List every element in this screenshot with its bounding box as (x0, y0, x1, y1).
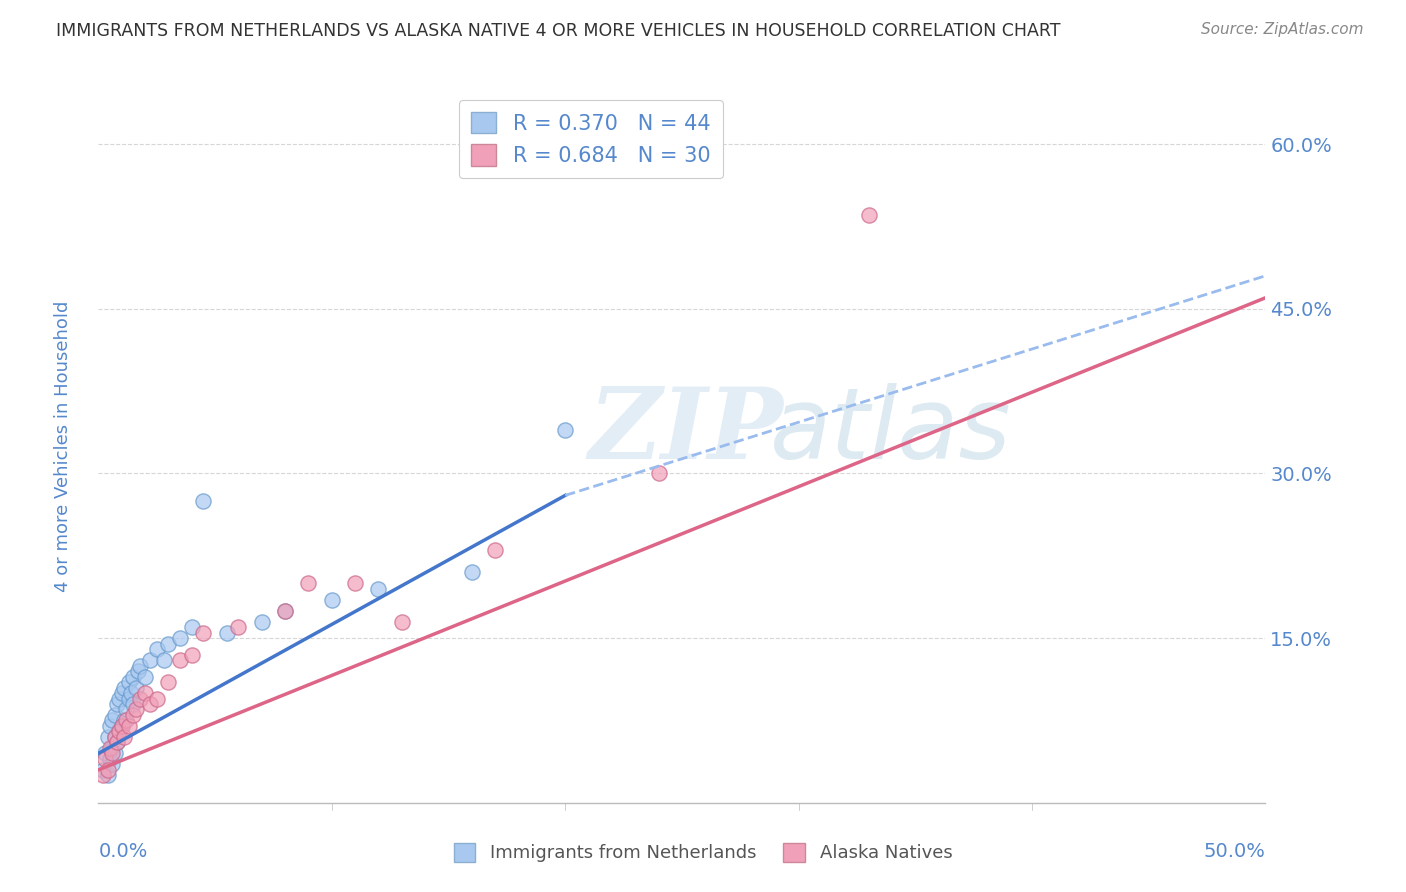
Point (169, 631, 191, 645)
Point (104, 747, 127, 761)
Text: 4 or more Vehicles in Household: 4 or more Vehicles in Household (55, 301, 72, 591)
Point (105, 735, 128, 749)
Point (97, 768, 120, 782)
Point (321, 592, 343, 607)
Point (139, 653, 162, 667)
Point (129, 658, 152, 673)
Point (180, 620, 202, 634)
Point (108, 691, 131, 706)
Point (105, 735, 128, 749)
Point (134, 686, 156, 700)
Point (118, 675, 141, 690)
Point (108, 724, 131, 739)
Point (228, 620, 250, 634)
Point (111, 686, 134, 700)
Point (180, 648, 202, 662)
Point (193, 625, 215, 640)
Point (215, 625, 238, 640)
Point (122, 708, 145, 723)
Point (152, 653, 174, 667)
Point (91, 768, 114, 782)
Point (105, 697, 128, 711)
Point (274, 604, 297, 618)
Point (193, 494, 215, 508)
Point (554, 423, 576, 437)
Point (94, 752, 117, 766)
Point (120, 686, 142, 700)
Text: atlas: atlas (769, 384, 1011, 480)
Point (157, 637, 180, 651)
Point (169, 653, 191, 667)
Point (484, 543, 506, 558)
Point (112, 681, 135, 695)
Point (647, 467, 669, 481)
Point (97, 763, 120, 777)
Point (274, 604, 297, 618)
Point (125, 681, 148, 695)
Point (129, 691, 152, 706)
Point (344, 576, 367, 591)
Point (91, 763, 114, 777)
Text: ZIP: ZIP (589, 384, 783, 480)
Point (125, 702, 148, 716)
Point (461, 566, 484, 580)
Point (146, 691, 169, 706)
Point (250, 615, 273, 629)
Text: Source: ZipAtlas.com: Source: ZipAtlas.com (1201, 22, 1364, 37)
Point (127, 664, 149, 678)
Point (157, 675, 180, 690)
Point (101, 714, 124, 728)
Point (118, 719, 141, 733)
Point (104, 730, 127, 744)
Point (111, 719, 134, 733)
Point (134, 669, 156, 683)
Point (97, 730, 120, 744)
Point (115, 702, 138, 716)
Point (98, 740, 121, 755)
Point (858, 209, 880, 223)
Text: 50.0%: 50.0% (1204, 842, 1265, 861)
Legend: R = 0.370   N = 44, R = 0.684   N = 30: R = 0.370 N = 44, R = 0.684 N = 30 (458, 100, 723, 178)
Point (122, 697, 145, 711)
Point (101, 740, 124, 755)
Point (112, 714, 135, 728)
Point (101, 757, 124, 772)
Point (111, 719, 134, 733)
Point (98, 752, 121, 766)
Point (104, 708, 127, 723)
Legend: Immigrants from Netherlands, Alaska Natives: Immigrants from Netherlands, Alaska Nati… (447, 836, 959, 870)
Point (297, 576, 319, 591)
Text: IMMIGRANTS FROM NETHERLANDS VS ALASKA NATIVE 4 OR MORE VEHICLES IN HOUSEHOLD COR: IMMIGRANTS FROM NETHERLANDS VS ALASKA NA… (56, 22, 1060, 40)
Point (367, 582, 389, 596)
Point (101, 747, 124, 761)
Point (118, 691, 141, 706)
Point (122, 669, 145, 683)
Point (115, 714, 138, 728)
Point (391, 615, 413, 629)
Point (108, 724, 131, 739)
Point (98, 719, 121, 733)
Text: 0.0%: 0.0% (98, 842, 148, 861)
Point (112, 730, 135, 744)
Point (104, 730, 127, 744)
Point (146, 642, 169, 657)
Point (139, 697, 162, 711)
Point (94, 747, 117, 761)
